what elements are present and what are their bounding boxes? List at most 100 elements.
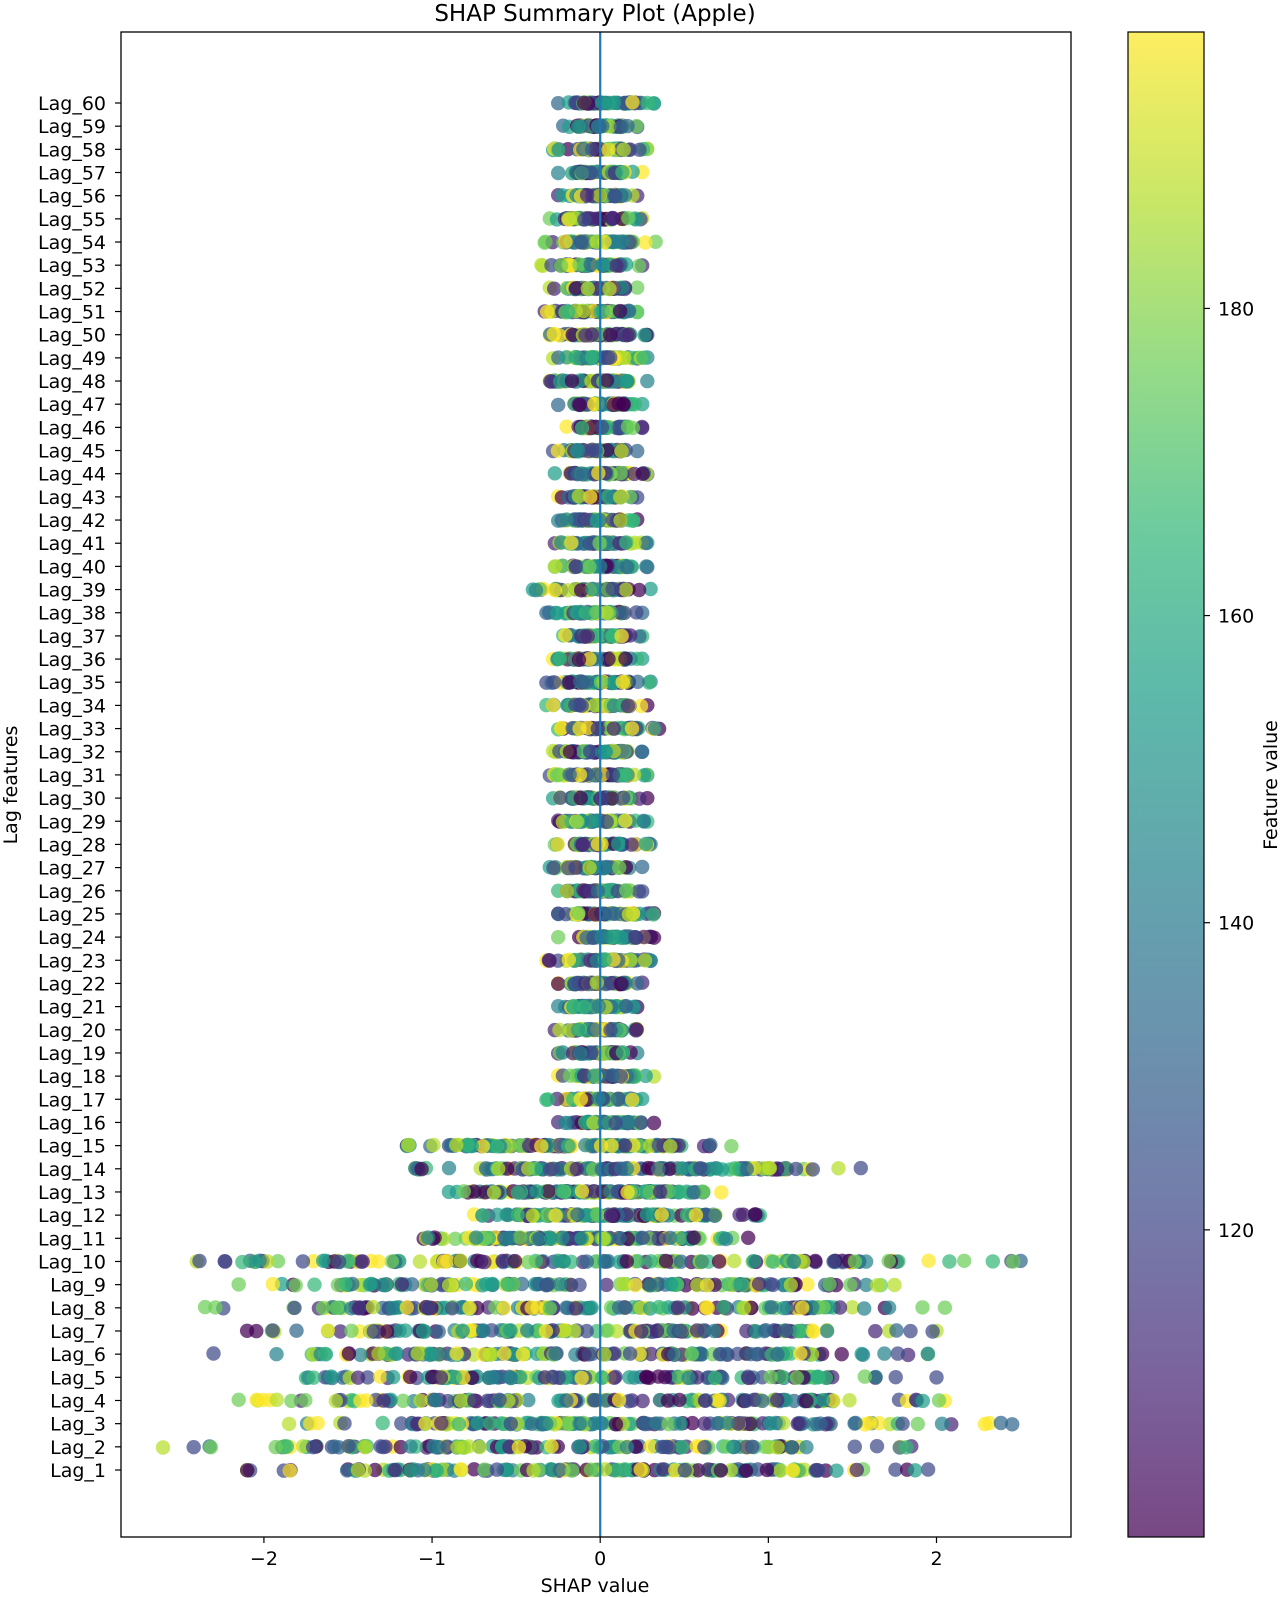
shap-point	[613, 490, 628, 505]
shap-point	[831, 1161, 846, 1176]
y-tick-label: Lag_52	[38, 278, 106, 300]
shap-point	[646, 907, 661, 922]
shap-point	[643, 1439, 658, 1454]
shap-point	[499, 1231, 515, 1246]
y-tick-label: Lag_21	[38, 997, 106, 1019]
shap-point	[589, 975, 604, 990]
shap-point	[403, 1439, 418, 1454]
shap-point	[612, 303, 628, 319]
shap-point	[808, 1253, 823, 1269]
shap-point	[733, 1276, 748, 1292]
shap-point	[589, 513, 604, 528]
shap-point	[570, 442, 585, 458]
shap-point	[544, 1439, 559, 1454]
shap-point	[269, 1392, 284, 1408]
shap-point	[521, 1254, 536, 1270]
shap-point	[387, 1462, 403, 1478]
shap-point	[522, 1138, 537, 1154]
shap-point	[621, 907, 637, 922]
shap-point	[849, 1462, 864, 1478]
y-tick-label: Lag_9	[50, 1275, 106, 1297]
shap-point	[553, 258, 569, 273]
shap-point	[539, 1278, 554, 1293]
chart-title: SHAP Summary Plot (Apple)	[434, 1, 755, 27]
y-tick-label: Lag_2	[50, 1437, 106, 1459]
shap-point	[579, 1254, 594, 1269]
shap-point	[578, 1137, 593, 1153]
shap-point	[617, 768, 632, 783]
y-tick-label: Lag_24	[38, 927, 106, 949]
shap-point	[921, 1253, 936, 1269]
shap-point	[664, 1277, 679, 1292]
shap-point	[764, 1300, 779, 1315]
shap-point	[985, 1254, 1000, 1269]
shap-point	[367, 1462, 383, 1478]
shap-point	[231, 1392, 246, 1408]
shap-point	[608, 1116, 623, 1131]
y-tick-label: Lag_44	[38, 464, 106, 486]
shap-point	[353, 1393, 368, 1409]
shap-point	[636, 350, 651, 365]
shap-point	[448, 1231, 463, 1247]
shap-point	[1006, 1254, 1021, 1269]
y-tick-label: Lag_40	[38, 556, 106, 578]
shap-point	[621, 1115, 636, 1130]
shap-point	[602, 281, 617, 297]
shap-point	[899, 1440, 914, 1455]
shap-point	[558, 906, 573, 922]
shap-point	[599, 1254, 614, 1269]
shap-point	[631, 582, 647, 598]
y-tick-label: Lag_12	[38, 1205, 106, 1227]
shap-point	[786, 1254, 802, 1269]
shap-point	[611, 396, 626, 411]
shap-point	[615, 234, 630, 249]
shap-point	[632, 791, 647, 806]
shap-point	[614, 976, 629, 991]
shap-point	[341, 1346, 357, 1361]
shap-point	[579, 1323, 594, 1339]
shap-point	[750, 1346, 766, 1362]
shap-point	[478, 1161, 494, 1176]
shap-point	[426, 1439, 441, 1454]
shap-point	[663, 1139, 678, 1154]
shap-point	[546, 326, 562, 342]
shap-point	[559, 884, 575, 899]
shap-point	[500, 1276, 515, 1292]
shap-point	[470, 1415, 485, 1431]
shap-point	[365, 1299, 381, 1315]
shap-point	[413, 1393, 428, 1409]
shap-point	[303, 1416, 318, 1431]
shap-point	[617, 350, 632, 366]
shap-point	[288, 1278, 303, 1293]
shap-point	[598, 744, 613, 759]
shap-point	[603, 1208, 618, 1223]
shap-point	[240, 1463, 255, 1478]
shap-point	[692, 1161, 708, 1176]
shap-point	[540, 1092, 555, 1107]
shap-point	[586, 1184, 602, 1199]
shap-point	[815, 1393, 831, 1408]
x-tick-label: 1	[762, 1548, 774, 1570]
x-tick-label: 2	[930, 1548, 942, 1570]
shap-point	[475, 1278, 490, 1293]
shap-point	[628, 1023, 644, 1038]
shap-point	[736, 1300, 752, 1316]
shap-point	[428, 1393, 443, 1408]
shap-point	[649, 1323, 665, 1339]
shap-point	[548, 559, 563, 574]
shap-point	[495, 1253, 510, 1269]
shap-point	[660, 1393, 676, 1408]
shap-point	[327, 1439, 342, 1454]
shap-point	[716, 1299, 731, 1315]
shap-point	[670, 1300, 686, 1315]
shap-point	[790, 1323, 806, 1339]
shap-point	[672, 1392, 687, 1408]
shap-point	[231, 1277, 246, 1292]
shap-point	[834, 1347, 849, 1362]
shap-point	[942, 1254, 957, 1269]
y-tick-label: Lag_43	[38, 487, 106, 509]
shap-point	[617, 1138, 633, 1153]
shap-point	[608, 1417, 624, 1432]
shap-point	[571, 1022, 586, 1038]
